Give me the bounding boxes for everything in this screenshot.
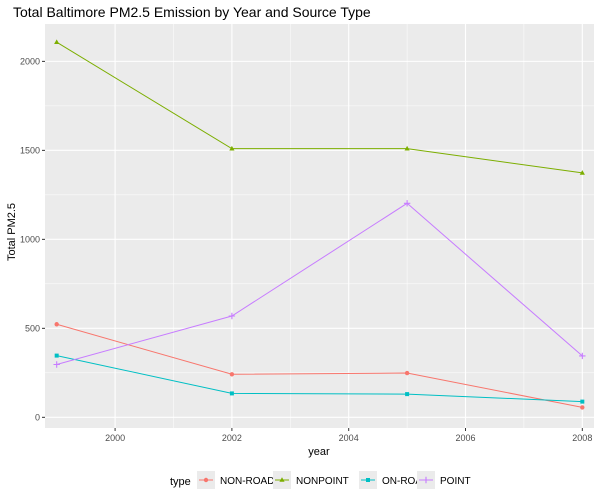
data-point bbox=[54, 353, 59, 358]
series-line bbox=[56, 41, 583, 174]
data-point bbox=[580, 405, 585, 410]
minor-gridlines bbox=[45, 24, 594, 428]
legend-label: NON-ROAD bbox=[220, 476, 274, 487]
legend-item: POINT bbox=[417, 471, 471, 489]
chart-title: Total Baltimore PM2.5 Emission by Year a… bbox=[13, 4, 371, 20]
legend-item: ON-ROAD bbox=[359, 471, 429, 489]
legend-key-marker bbox=[203, 477, 209, 483]
data-point bbox=[403, 200, 411, 207]
data-point bbox=[228, 312, 236, 320]
legend-label: ON-ROAD bbox=[382, 476, 429, 487]
legend: type NON-ROAD NONPOINT ON-ROAD POINT bbox=[170, 471, 471, 489]
y-tick-label: 1000 bbox=[20, 234, 40, 244]
y-axis-label: Total PM2.5 bbox=[6, 203, 18, 261]
x-tick-label: 2000 bbox=[105, 433, 125, 443]
axis-ticks: 2000 2002 2004 2006 2008 0 500 1000 1500 2000 bbox=[20, 56, 592, 443]
series-layer bbox=[53, 39, 586, 410]
data-point bbox=[53, 361, 60, 368]
data-point bbox=[579, 170, 585, 175]
legend-item: NON-ROAD bbox=[197, 471, 274, 489]
x-axis-label: year bbox=[308, 446, 330, 458]
major-gridlines bbox=[45, 24, 594, 428]
series-point bbox=[53, 200, 586, 368]
x-tick-label: 2006 bbox=[455, 433, 475, 443]
y-tick-label: 2000 bbox=[20, 56, 40, 66]
data-point bbox=[54, 322, 59, 327]
data-point bbox=[405, 392, 410, 397]
series-nonpoint bbox=[54, 39, 585, 175]
data-point bbox=[579, 352, 586, 360]
y-tick-label: 0 bbox=[35, 412, 40, 422]
data-point bbox=[229, 145, 235, 151]
legend-label: POINT bbox=[440, 476, 471, 487]
data-point bbox=[404, 145, 410, 151]
series-non-road bbox=[54, 322, 585, 410]
x-tick-label: 2004 bbox=[339, 433, 359, 443]
data-point bbox=[229, 391, 234, 396]
y-tick-label: 1500 bbox=[20, 145, 40, 155]
legend-key-marker bbox=[279, 477, 285, 482]
data-point bbox=[229, 372, 235, 377]
legend-key-marker bbox=[366, 478, 370, 482]
series-line bbox=[56, 355, 583, 403]
legend-label: NONPOINT bbox=[296, 476, 349, 487]
plot-panel bbox=[45, 24, 594, 428]
x-tick-label: 2002 bbox=[222, 433, 242, 443]
legend-title: type bbox=[170, 476, 191, 488]
series-line bbox=[56, 323, 583, 408]
data-point bbox=[580, 399, 585, 404]
data-point bbox=[54, 39, 60, 45]
series-on-road bbox=[54, 353, 585, 404]
legend-key-marker bbox=[422, 476, 430, 484]
legend-item: NONPOINT bbox=[273, 471, 349, 489]
x-tick-label: 2008 bbox=[572, 433, 592, 443]
series-line bbox=[56, 202, 583, 365]
data-point bbox=[404, 370, 410, 376]
y-tick-label: 500 bbox=[25, 323, 40, 333]
